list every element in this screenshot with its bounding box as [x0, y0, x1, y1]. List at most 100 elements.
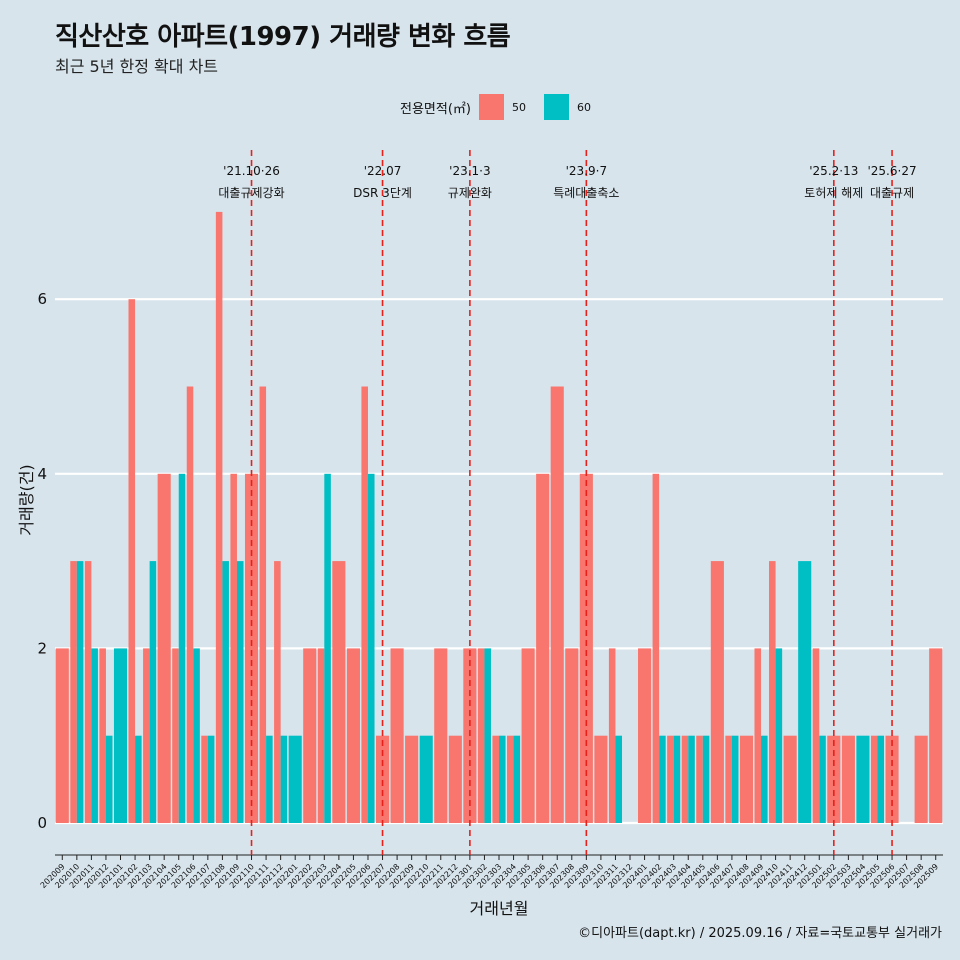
legend-swatch-60 [543, 94, 569, 120]
bar-202012-60 [105, 735, 113, 823]
bar-202105-60 [178, 473, 186, 823]
bar-202303-50 [492, 735, 499, 823]
bar-202506-50 [885, 735, 899, 823]
bar-202201-60 [288, 735, 302, 823]
bar-202206-50 [361, 386, 368, 823]
event-label-202207: DSR 3단계 [353, 186, 412, 200]
bar-202508-50 [914, 735, 928, 823]
bar-202409-50 [754, 648, 762, 823]
bar-202012-50 [99, 648, 106, 823]
event-label-202506: 대출규제 [870, 186, 914, 200]
event-label-202110: 대출규제강화 [218, 186, 284, 200]
event-date-202301: '23.1·3 [449, 164, 490, 178]
bar-202112-50 [274, 561, 281, 823]
event-date-202309: '23.9·7 [566, 164, 607, 178]
y-tick-label: 2 [37, 639, 47, 657]
bar-202209-50 [405, 735, 419, 823]
event-date-202207: '22.07 [364, 164, 402, 178]
bar-202011-60 [91, 648, 98, 823]
bar-202311-60 [615, 735, 623, 823]
event-date-202110: '21.10·26 [223, 164, 280, 178]
bar-202108-60 [222, 561, 229, 823]
event-date-202506: '25.6·27 [867, 164, 916, 178]
bar-202109-60 [236, 561, 244, 823]
bar-202011-50 [84, 561, 92, 823]
bar-202304-60 [513, 735, 521, 823]
bar-202404-50 [681, 735, 689, 823]
bar-202408-50 [739, 735, 754, 823]
bar-202009-50 [55, 648, 69, 823]
bar-202111-50 [259, 386, 267, 823]
bar-202402-50 [652, 473, 660, 823]
bar-202411-50 [783, 735, 797, 823]
bar-202405-60 [702, 735, 710, 823]
bar-202212-50 [448, 735, 462, 823]
bar-202210-60 [419, 735, 433, 823]
event-label-202301: 규제완화 [448, 186, 492, 200]
bar-202308-50 [565, 648, 579, 823]
bar-202403-50 [667, 735, 674, 823]
bar-202401-50 [638, 648, 652, 823]
bar-202311-50 [608, 648, 616, 823]
bar-202107-60 [207, 735, 215, 823]
bar-202302-60 [484, 648, 491, 823]
bar-202107-50 [201, 735, 208, 823]
bar-202205-50 [346, 648, 360, 823]
bar-202110-50 [244, 473, 259, 823]
bar-202505-50 [870, 735, 878, 823]
bar-202403-60 [673, 735, 681, 823]
bar-202102-50 [128, 299, 136, 823]
bar-202405-50 [696, 735, 703, 823]
bar-202407-50 [725, 735, 732, 823]
bar-202410-50 [769, 561, 776, 823]
chart-subtitle: 최근 5년 한정 확대 차트 [55, 57, 219, 76]
bar-202109-50 [230, 473, 237, 823]
bar-202407-60 [731, 735, 739, 823]
bar-202206-60 [367, 473, 375, 823]
bar-202502-50 [827, 735, 841, 823]
bar-202402-60 [659, 735, 666, 823]
legend-swatch-50 [478, 94, 504, 120]
bar-202202-50 [303, 648, 317, 823]
bar-202102-60 [135, 735, 142, 823]
bar-202105-50 [172, 648, 179, 823]
bar-202406-50 [710, 561, 724, 823]
legend-label-50: 50 [511, 100, 526, 114]
bar-202412-60 [798, 561, 812, 823]
bar-202303-60 [499, 735, 506, 823]
bar-202304-50 [507, 735, 514, 823]
bar-202307-50 [550, 386, 564, 823]
bar-202302-50 [477, 648, 485, 823]
y-tick-label: 0 [37, 814, 47, 832]
bar-202101-60 [113, 648, 128, 823]
event-label-202502: 토허제 해제 [804, 186, 863, 200]
bar-202309-50 [579, 473, 593, 823]
event-date-202502: '25.2·13 [809, 164, 858, 178]
bar-202103-50 [143, 648, 150, 823]
bar-202103-60 [149, 561, 157, 823]
chart-title: 직산산호 아파트(1997) 거래량 변화 흐름 [55, 22, 511, 52]
bar-202112-60 [280, 735, 288, 823]
bar-202501-50 [812, 648, 820, 823]
bar-202504-60 [856, 735, 870, 823]
bar-202010-60 [76, 561, 84, 823]
bar-202010-50 [70, 561, 77, 823]
bar-202509-50 [929, 648, 943, 823]
y-axis-title: 거래량(건) [17, 464, 36, 535]
bar-202203-60 [324, 473, 331, 823]
bar-202203-50 [317, 648, 325, 823]
bar-202310-50 [594, 735, 608, 823]
legend-label-60: 60 [576, 100, 591, 114]
bar-202207-50 [375, 735, 390, 823]
bar-202305-50 [521, 648, 535, 823]
bar-202505-60 [877, 735, 885, 823]
legend: 전용면적(㎡) 50 60 [400, 92, 609, 122]
bar-202204-50 [332, 561, 346, 823]
bar-202211-50 [434, 648, 448, 823]
bar-202501-60 [819, 735, 826, 823]
bar-202208-50 [390, 648, 404, 823]
y-tick-label: 6 [37, 290, 47, 308]
bar-202306-50 [536, 473, 550, 823]
y-tick-label: 4 [37, 465, 47, 483]
